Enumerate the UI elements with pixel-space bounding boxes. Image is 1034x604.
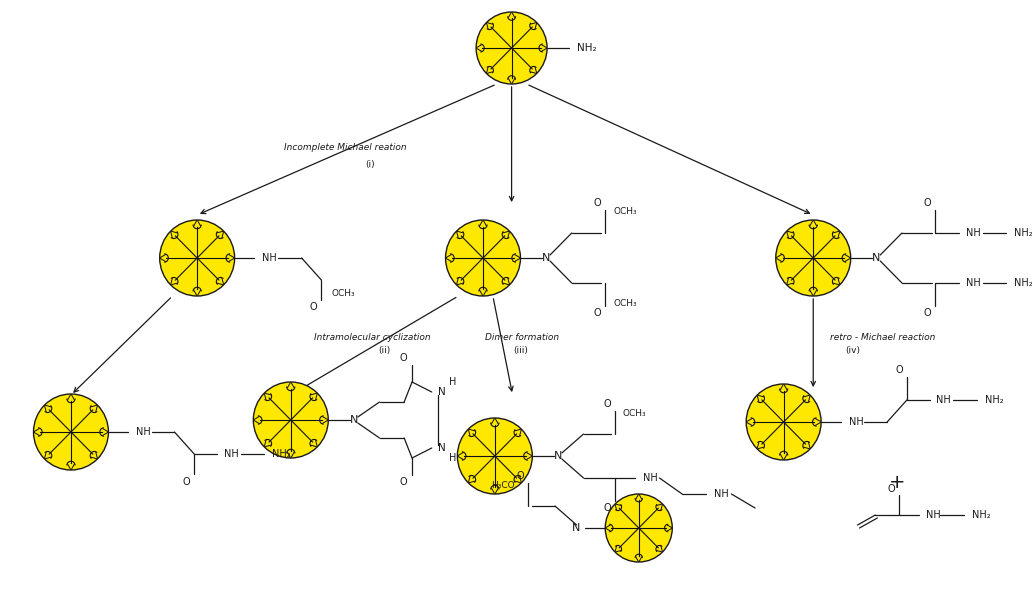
Text: (iv): (iv) <box>845 345 860 355</box>
Text: NH: NH <box>643 473 658 483</box>
Text: OCH₃: OCH₃ <box>613 208 637 216</box>
Text: NH₂: NH₂ <box>1014 228 1033 238</box>
Text: N: N <box>437 443 446 453</box>
Text: N: N <box>349 415 358 425</box>
Circle shape <box>476 12 547 84</box>
Text: Dimer formation: Dimer formation <box>485 332 559 341</box>
Text: NH₂: NH₂ <box>577 43 597 53</box>
Text: retro - Michael reaction: retro - Michael reaction <box>829 332 935 341</box>
Circle shape <box>457 418 533 494</box>
Text: O: O <box>604 399 611 409</box>
Text: N: N <box>572 523 581 533</box>
Text: O: O <box>594 198 601 208</box>
Text: NH: NH <box>263 253 277 263</box>
Text: N: N <box>437 387 446 397</box>
Text: H₃CO: H₃CO <box>491 481 515 489</box>
Text: O: O <box>399 477 407 487</box>
Text: OCH₃: OCH₃ <box>613 300 637 309</box>
Text: N: N <box>554 451 562 461</box>
Text: +: + <box>889 472 906 492</box>
Text: H: H <box>449 377 456 387</box>
Text: NH: NH <box>937 395 951 405</box>
Text: O: O <box>887 484 894 494</box>
Text: O: O <box>604 503 611 513</box>
Text: OCH₃: OCH₃ <box>622 408 646 417</box>
Circle shape <box>605 494 672 562</box>
Circle shape <box>159 220 235 296</box>
Text: NH: NH <box>966 278 981 288</box>
Text: NH: NH <box>925 510 940 520</box>
Text: N: N <box>872 253 881 263</box>
Text: O: O <box>594 308 601 318</box>
Text: NH₂: NH₂ <box>1014 278 1033 288</box>
Text: O: O <box>923 308 932 318</box>
Circle shape <box>747 384 821 460</box>
Text: H: H <box>449 453 456 463</box>
Text: O: O <box>895 365 903 375</box>
Text: NH: NH <box>849 417 863 427</box>
Text: NH: NH <box>713 489 728 499</box>
Text: Incomplete Michael reation: Incomplete Michael reation <box>283 144 406 152</box>
Text: OCH₃: OCH₃ <box>331 289 355 298</box>
Text: (iii): (iii) <box>513 345 528 355</box>
Text: NH: NH <box>223 449 239 459</box>
Text: (ii): (ii) <box>378 345 391 355</box>
Circle shape <box>776 220 851 296</box>
Text: O: O <box>399 353 407 363</box>
Text: (i): (i) <box>365 161 374 170</box>
Text: O: O <box>182 477 190 487</box>
Circle shape <box>253 382 328 458</box>
Text: NH: NH <box>966 228 981 238</box>
Text: N: N <box>542 253 550 263</box>
Text: NH: NH <box>136 427 151 437</box>
Text: NH₂: NH₂ <box>272 449 291 459</box>
Circle shape <box>33 394 109 470</box>
Text: O: O <box>309 302 317 312</box>
Text: O: O <box>923 198 932 208</box>
Text: Intramolecular cyclization: Intramolecular cyclization <box>314 332 431 341</box>
Text: NH₂: NH₂ <box>984 395 1003 405</box>
Text: NH₂: NH₂ <box>972 510 991 520</box>
Circle shape <box>446 220 520 296</box>
Text: O: O <box>517 471 524 481</box>
